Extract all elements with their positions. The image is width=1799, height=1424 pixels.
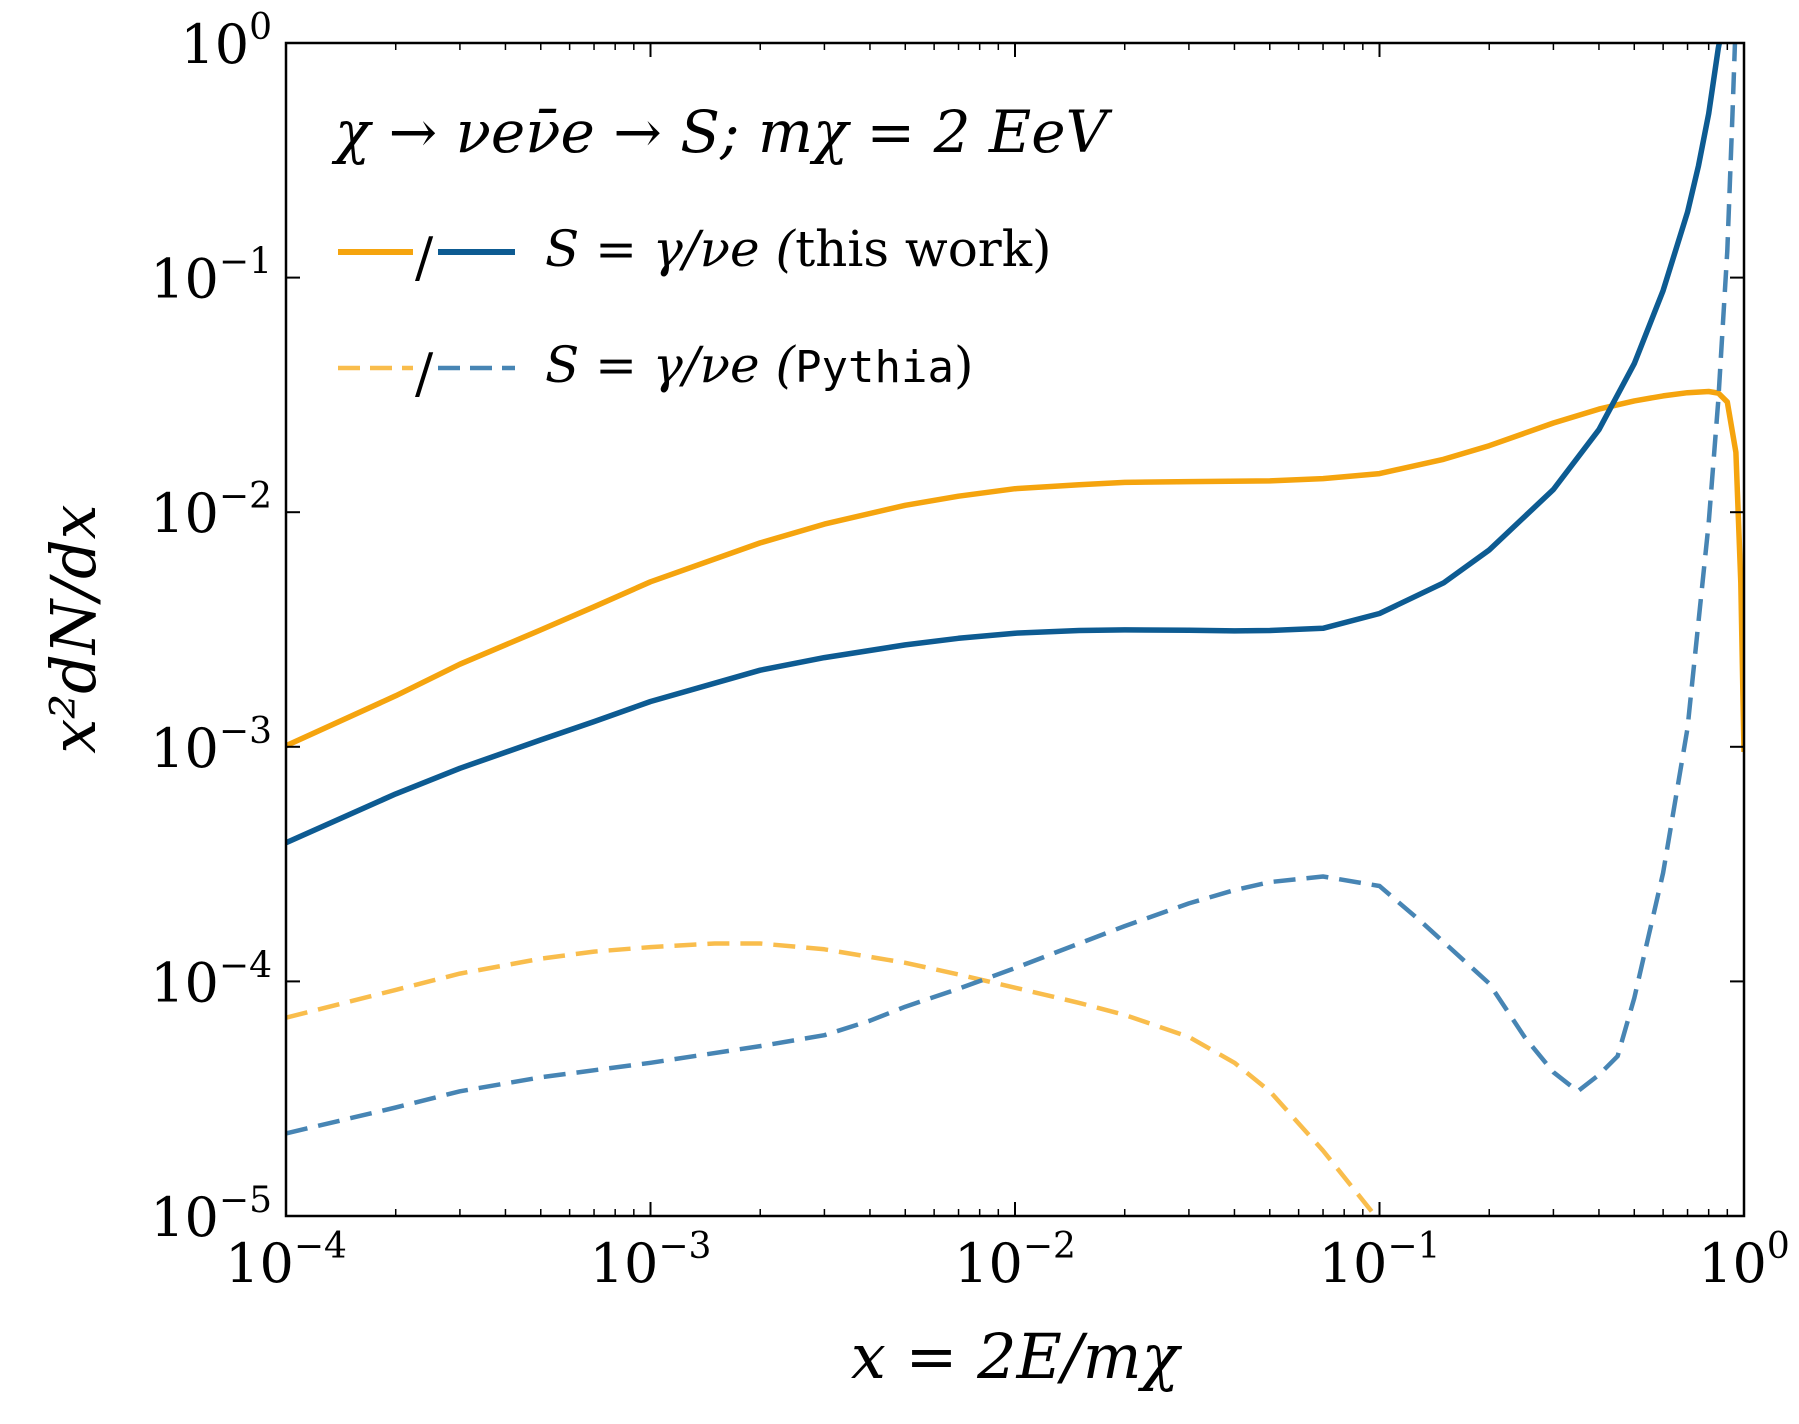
y-axis-label: x²dN/dx	[37, 504, 110, 753]
y-tick-label-base: 10	[150, 1186, 219, 1249]
legend: / S = γ/νe (this work) / S = γ/νe (Pythi…	[338, 220, 1052, 405]
x-tick-label-exponent: −3	[658, 1226, 711, 1267]
y-tick-label: 10−1	[150, 242, 272, 311]
legend-label-this-work-paren: this work	[795, 220, 1033, 278]
y-tick-label: 10−4	[150, 945, 272, 1014]
y-tick-label: 10−5	[150, 1180, 272, 1249]
y-tick-label-base: 10	[150, 248, 219, 311]
y-tick-label-exponent: −5	[219, 1180, 272, 1221]
y-tick-label: 10−2	[150, 476, 272, 545]
y-tick-label-exponent: 0	[249, 7, 272, 48]
x-tick-label-exponent: −4	[294, 1226, 347, 1267]
chart-annotation: χ → νeν̄e → S; mχ = 2 EeV	[331, 98, 1113, 166]
x-axis-label: x = 2E/mχ	[851, 1320, 1183, 1393]
y-tick-label-exponent: −1	[219, 242, 272, 283]
legend-label-this-work-prefix: S = γ/νe (	[545, 220, 797, 278]
x-tick-label-base: 10	[954, 1232, 1023, 1295]
x-tick-label-exponent: −1	[1387, 1226, 1440, 1267]
x-tick-label: 10−3	[590, 1226, 712, 1295]
x-tick-label-base: 10	[1698, 1232, 1767, 1295]
y-tick-label-exponent: −4	[219, 945, 272, 986]
plot-frame	[284, 41, 1746, 1218]
y-tick-label-base: 10	[180, 13, 249, 76]
legend-label-pythia-paren: Pythia	[795, 342, 954, 393]
series-line-nue-this-work	[286, 43, 1723, 846]
x-tick-label-base: 10	[225, 1232, 294, 1295]
legend-label-pythia-suffix: )	[954, 336, 974, 394]
x-tick-label-exponent: 0	[1767, 1226, 1790, 1267]
y-tick-label: 100	[180, 7, 272, 76]
x-tick-label-base: 10	[1319, 1232, 1388, 1295]
x-tick-label-base: 10	[590, 1232, 659, 1295]
series-line-nue-pythia	[286, 43, 1738, 1136]
y-tick-label-base: 10	[150, 482, 219, 545]
series-layer	[286, 43, 1744, 1216]
y-tick-label-exponent: −2	[219, 476, 272, 517]
x-tick-label: 10−4	[225, 1226, 347, 1295]
y-tick-label-base: 10	[150, 717, 219, 780]
tick-label-layer: 10−4 10−3 10−2 10−1 10010−510−410−310−210−11…	[150, 7, 1790, 1295]
legend-slash-2: /	[415, 342, 434, 405]
x-tick-label: 10−2	[954, 1226, 1076, 1295]
x-tick-label: 100	[1698, 1226, 1790, 1295]
y-tick-label-exponent: −3	[219, 711, 272, 752]
y-tick-label-base: 10	[150, 951, 219, 1014]
x-tick-label: 10−1	[1319, 1226, 1441, 1295]
series-line-photon-this-work	[286, 388, 1744, 753]
y-tick-label: 10−3	[150, 711, 272, 780]
legend-label-this-work: S = γ/νe (this work)	[545, 220, 1052, 278]
legend-label-pythia-prefix: S = γ/νe (	[545, 336, 797, 394]
x-tick-label-exponent: −2	[1023, 1226, 1076, 1267]
legend-label-pythia: S = γ/νe (Pythia)	[545, 336, 974, 394]
series-line-photon-pythia	[286, 941, 1379, 1216]
legend-label-this-work-suffix: )	[1032, 220, 1052, 278]
legend-slash: /	[415, 226, 434, 289]
